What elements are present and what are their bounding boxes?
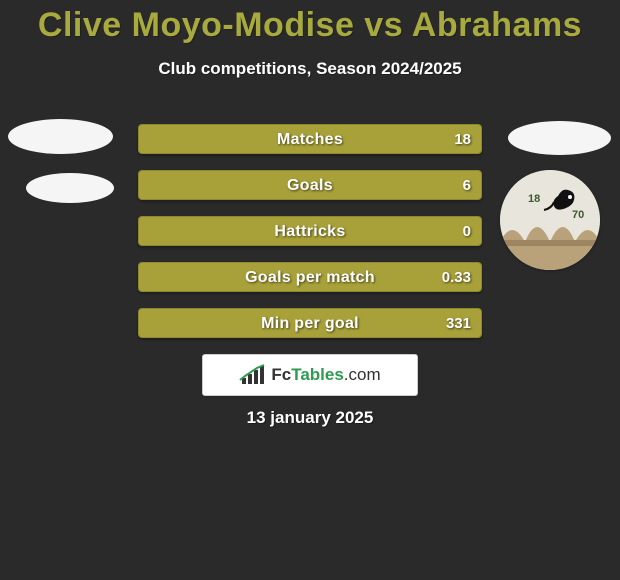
club-crest-icon: 18 70 (500, 170, 600, 270)
logo-tld: .com (344, 365, 381, 384)
stat-bar: Min per goal 331 (138, 308, 482, 338)
stat-bar: Matches 18 (138, 124, 482, 154)
stat-label: Goals per match (139, 263, 481, 293)
source-logo: FcTables.com (202, 354, 418, 396)
page-title: Clive Moyo-Modise vs Abrahams (0, 0, 620, 45)
stat-value: 6 (463, 171, 471, 201)
logo-prefix: Fc (271, 365, 291, 384)
stat-bar: Goals per match 0.33 (138, 262, 482, 292)
stat-value: 0 (463, 217, 471, 247)
stat-label: Min per goal (139, 309, 481, 339)
logo-text: FcTables.com (271, 365, 380, 385)
bar-chart-icon (239, 364, 265, 386)
stat-bar: Goals 6 (138, 170, 482, 200)
stat-value: 18 (454, 125, 471, 155)
stat-label: Hattricks (139, 217, 481, 247)
player1-club-badge-placeholder (26, 173, 114, 203)
stat-bar: Hattricks 0 (138, 216, 482, 246)
player1-badge-placeholder (8, 119, 113, 154)
stat-label: Goals (139, 171, 481, 201)
subtitle: Club competitions, Season 2024/2025 (0, 59, 620, 79)
stat-value: 0.33 (442, 263, 471, 293)
logo-suffix: Tables (291, 365, 344, 384)
svg-text:70: 70 (572, 209, 584, 221)
stats-bars: Matches 18 Goals 6 Hattricks 0 Goals per… (138, 124, 482, 354)
stat-value: 331 (446, 309, 471, 339)
comparison-infographic: Clive Moyo-Modise vs Abrahams Club compe… (0, 0, 620, 580)
stat-label: Matches (139, 125, 481, 155)
date-label: 13 january 2025 (0, 408, 620, 428)
player2-badge-placeholder (508, 121, 611, 155)
player2-club-badge: 18 70 (500, 170, 600, 270)
svg-text:18: 18 (528, 193, 540, 205)
